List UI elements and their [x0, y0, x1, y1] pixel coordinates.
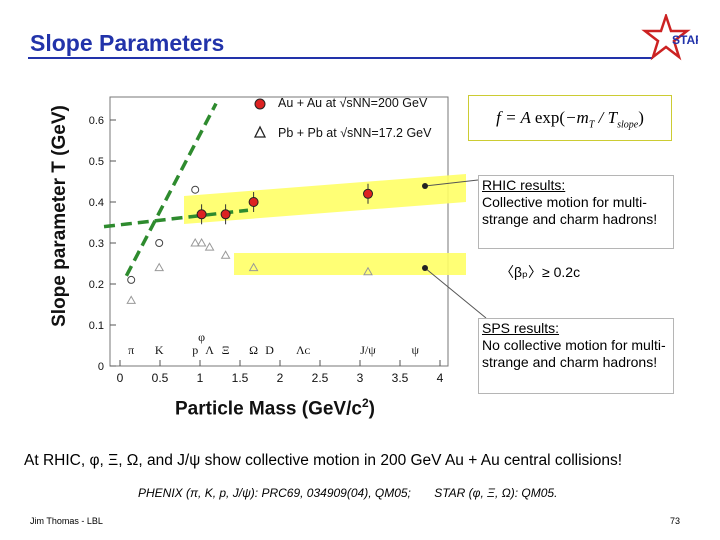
sps-results-body: No collective motion for multi-strange a…: [482, 337, 666, 370]
y-tick-label: 0.6: [89, 115, 104, 127]
star-logo: STAR: [641, 14, 698, 61]
formula-den: T: [607, 108, 618, 127]
x-tick-label: 0: [117, 371, 124, 385]
beta-annotation: 〈βₚ〉≥ 0.2c: [500, 264, 581, 280]
star-logo-text: STAR: [672, 33, 698, 47]
fit-formula: f = A exp(−mT / Tslope): [468, 95, 672, 141]
formula-exp: exp: [534, 108, 560, 127]
star-logo-shape: [641, 14, 691, 61]
y-tick-label: 0.2: [89, 279, 104, 291]
x-axis-label-sup: 2: [361, 396, 369, 410]
rhic-results-body: Collective motion for multi-strange and …: [482, 194, 658, 227]
y-tick-label: 0.3: [89, 238, 104, 250]
legend-pb-text: Pb + Pb at √sNN=17.2 GeV: [278, 126, 432, 140]
slide-title: Slope Parameters: [30, 30, 225, 56]
particle-label: Λ: [205, 343, 214, 357]
x-tick-label: 3: [357, 371, 364, 385]
data-point-rhic: [220, 209, 231, 220]
data-point-sps: [204, 242, 215, 251]
particle-label-phi: φ: [198, 330, 205, 344]
references: PHENIX (π, K, p, J/ψ): PRC69, 034909(04)…: [138, 486, 577, 500]
data-point-sps: [363, 266, 373, 276]
data-point-rhic: [363, 188, 373, 199]
data-point-sps: [190, 237, 201, 247]
particle-label: K: [155, 343, 164, 357]
sps-results-heading: SPS results:: [482, 320, 560, 336]
y-tick-label: 0.5: [89, 156, 104, 168]
x-tick-label: 2: [277, 371, 284, 385]
x-tick-label: 3.5: [392, 371, 409, 385]
ref-phenix: PHENIX (π, K, p, J/ψ): PRC69, 034909(04)…: [138, 486, 411, 500]
x-axis-label: Particle Mass (GeV/c2): [175, 396, 375, 420]
x-axis-label-text: Particle Mass (GeV/c: [175, 398, 362, 420]
rhic-arrow-dot: [422, 183, 428, 189]
y-tick-label: 0.1: [89, 320, 104, 332]
data-point-sps: [220, 250, 231, 259]
sps-arrow: [424, 267, 487, 319]
data-point-sps: [126, 295, 137, 304]
legend-entry-pb: Pb + Pb at √sNN=17.2 GeV: [278, 126, 431, 140]
legend-marker-pb: [253, 125, 267, 138]
page-number: 73: [670, 516, 681, 526]
data-point-rhic-light: [127, 275, 136, 284]
particle-label: π: [128, 343, 134, 357]
rhic-results-heading: RHIC results:: [482, 177, 566, 193]
sps-arrow-dot: [422, 265, 428, 271]
data-point-rhic-light: [155, 239, 164, 247]
ref-star: STAR (φ, Ξ, Ω): QM05.: [434, 486, 558, 500]
particle-label: Ω: [249, 343, 258, 357]
legend-marker-au: [254, 98, 266, 110]
sps-results-box: SPS results: No collective motion for mu…: [478, 318, 674, 394]
x-tick-label: 0.5: [152, 371, 169, 385]
particle-label: p: [192, 343, 198, 357]
data-point-sps: [196, 237, 207, 247]
fit-line-steep: [124, 102, 218, 277]
rhic-results-box: RHIC results: Collective motion for mult…: [478, 175, 674, 249]
summary-text: At RHIC, φ, Ξ, Ω, and J/ψ show collectiv…: [24, 452, 623, 469]
particle-label: D: [265, 343, 274, 357]
sps-band: [234, 253, 466, 275]
title-underline: [28, 57, 653, 59]
particle-label: Λᴄ: [296, 343, 311, 357]
formula-num: −m: [565, 108, 589, 127]
rhic-arrow: [424, 179, 479, 187]
particle-label: ψ: [411, 343, 419, 357]
x-tick-label: 2.5: [312, 371, 329, 385]
x-tick-label: 1.5: [232, 371, 249, 385]
particle-label: Ξ: [222, 343, 230, 357]
rhic-band: [184, 174, 466, 224]
data-point-rhic: [196, 209, 207, 220]
footer-author: Jim Thomas - LBL: [30, 516, 103, 526]
x-tick-label: 4: [437, 371, 444, 385]
data-point-rhic: [248, 197, 259, 207]
data-point-sps: [248, 262, 259, 272]
legend-au-text: Au + Au at √sNN=200 GeV: [278, 96, 428, 110]
x-tick-label: 1: [197, 371, 204, 385]
formula-num-sub: T: [588, 119, 595, 131]
formula-lhs: f = A: [496, 108, 531, 127]
formula-den-sub: slope: [617, 119, 639, 131]
y-tick-label: 0: [98, 361, 104, 373]
plot-frame: [109, 96, 449, 367]
legend-entry-au: Au + Au at √sNN=200 GeV: [278, 96, 427, 110]
particle-label: J/ψ: [360, 343, 376, 357]
y-tick-label: 0.4: [89, 197, 104, 209]
data-point-sps: [154, 262, 165, 272]
data-point-rhic-light: [191, 185, 200, 194]
x-axis-label-tail: ): [368, 398, 375, 420]
y-axis-label: Slope parameter T (GeV): [49, 105, 70, 327]
